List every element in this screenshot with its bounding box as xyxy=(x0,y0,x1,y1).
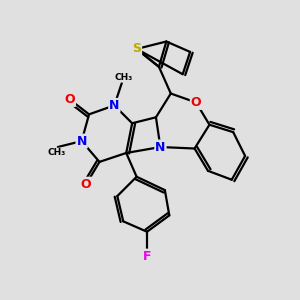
Text: N: N xyxy=(76,135,87,148)
Text: F: F xyxy=(143,250,151,262)
Text: O: O xyxy=(81,178,92,191)
Text: S: S xyxy=(132,42,141,56)
Text: O: O xyxy=(64,93,75,106)
Text: O: O xyxy=(191,96,201,109)
Text: N: N xyxy=(109,99,119,112)
Text: CH₃: CH₃ xyxy=(114,73,132,82)
Text: N: N xyxy=(155,140,166,154)
Text: CH₃: CH₃ xyxy=(47,148,65,158)
